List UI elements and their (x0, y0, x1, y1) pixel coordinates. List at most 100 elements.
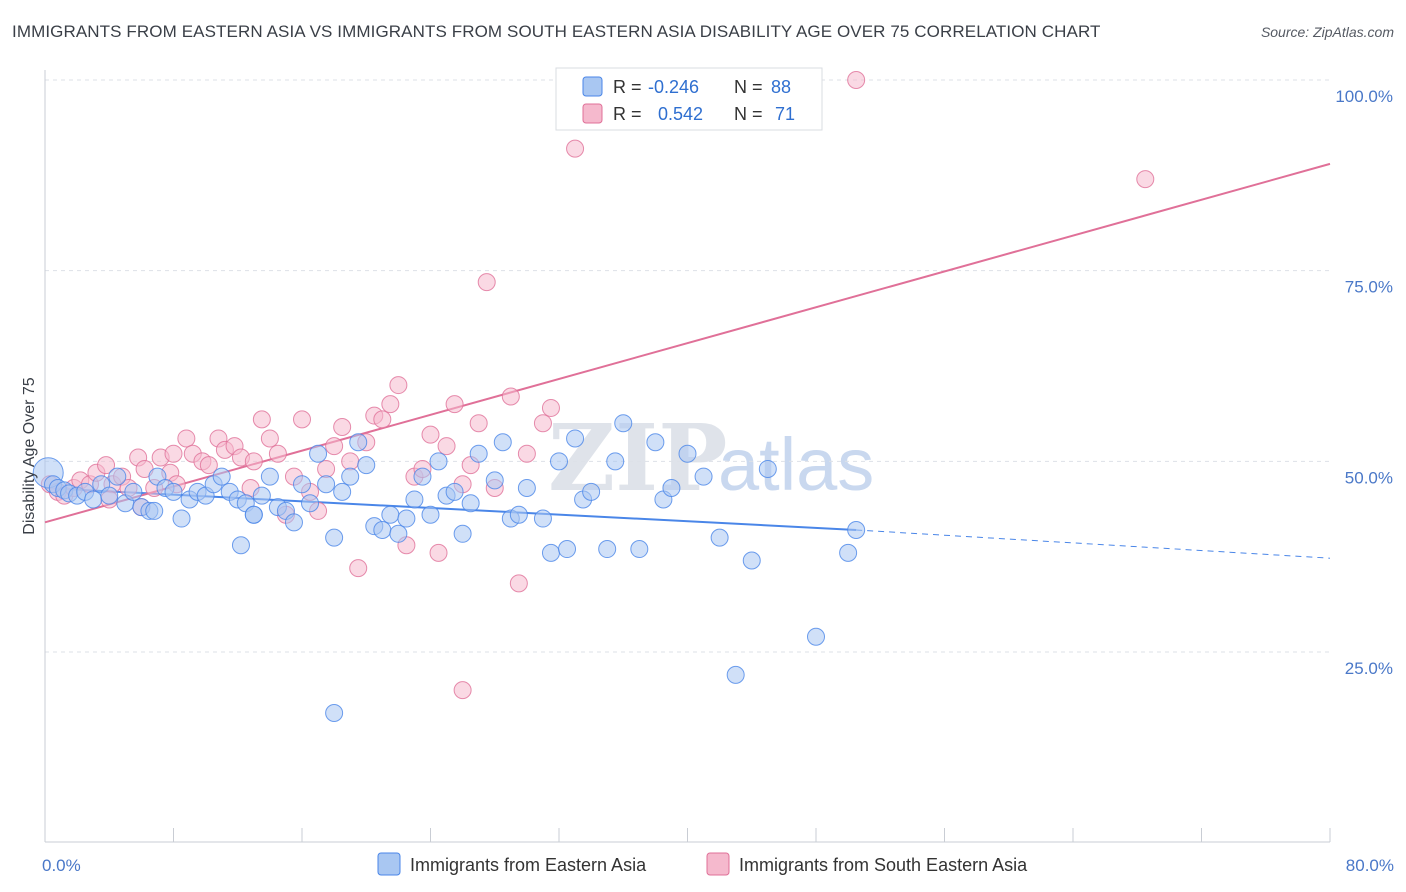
point-south-eastern-asia (566, 139, 585, 158)
point-eastern-asia (566, 429, 585, 448)
x-tick-label: 0.0% (42, 856, 81, 875)
legend-r-value-1: -0.246 (648, 77, 699, 97)
point-eastern-asia (164, 482, 183, 501)
point-south-eastern-asia (260, 429, 279, 448)
point-south-eastern-asia (389, 376, 408, 395)
data-points (32, 71, 1155, 723)
legend-n-label-1: N = (734, 77, 763, 97)
point-eastern-asia (212, 467, 231, 486)
point-eastern-asia (662, 479, 681, 498)
point-eastern-asia (341, 467, 360, 486)
grid (45, 79, 1330, 653)
point-south-eastern-asia (317, 459, 336, 478)
point-eastern-asia (108, 467, 127, 486)
point-eastern-asia (172, 509, 191, 528)
point-eastern-asia (710, 528, 729, 547)
bottom-legend-label-2: Immigrants from South Eastern Asia (739, 855, 1028, 875)
point-south-eastern-asia (1136, 170, 1155, 189)
point-eastern-asia (453, 524, 472, 543)
point-south-eastern-asia (847, 71, 866, 89)
point-eastern-asia (260, 467, 279, 486)
x-tick-label: 80.0% (1346, 856, 1394, 875)
trend-line-eastern-asia-extension (856, 529, 1331, 559)
point-eastern-asia (244, 505, 263, 524)
point-eastern-asia (325, 528, 344, 547)
point-eastern-asia (461, 494, 480, 513)
legend-r-value-2: 0.542 (658, 104, 703, 124)
legend-swatch-blue (582, 76, 603, 97)
point-eastern-asia (333, 482, 352, 501)
point-eastern-asia (421, 505, 440, 524)
chart-source: Source: ZipAtlas.com (1260, 24, 1394, 40)
point-eastern-asia (231, 536, 250, 555)
point-south-eastern-asia (437, 437, 456, 456)
point-eastern-asia (349, 433, 368, 452)
point-eastern-asia (293, 475, 311, 494)
point-eastern-asia (389, 524, 408, 543)
point-south-eastern-asia (429, 543, 448, 562)
y-axis-label: Disability Age Over 75 (21, 377, 38, 535)
point-south-eastern-asia (341, 452, 360, 471)
point-eastern-asia (100, 486, 119, 505)
point-south-eastern-asia (381, 395, 400, 414)
point-eastern-asia (357, 456, 376, 475)
point-south-eastern-asia (541, 398, 560, 417)
point-eastern-asia (678, 444, 697, 463)
point-south-eastern-asia (268, 444, 287, 463)
bottom-legend-swatch-pink (706, 852, 730, 876)
point-eastern-asia (598, 540, 617, 559)
point-south-eastern-asia (244, 452, 263, 471)
point-eastern-asia (445, 482, 464, 501)
legend-r-label-1: R = (613, 77, 642, 97)
point-south-eastern-asia (501, 387, 520, 406)
point-eastern-asia (550, 452, 568, 471)
point-eastern-asia (694, 467, 713, 486)
point-south-eastern-asia (97, 456, 116, 475)
point-eastern-asia (301, 494, 320, 513)
point-eastern-asia (381, 505, 400, 524)
point-eastern-asia (807, 627, 825, 646)
point-eastern-asia (284, 513, 303, 532)
point-south-eastern-asia (252, 410, 271, 429)
point-eastern-asia (252, 486, 271, 505)
point-eastern-asia (309, 444, 328, 463)
point-eastern-asia (485, 471, 504, 490)
point-south-eastern-asia (349, 559, 368, 578)
legend-n-value-2: 71 (775, 104, 795, 124)
y-tick-label: 100.0% (1335, 87, 1393, 106)
point-south-eastern-asia (333, 418, 352, 437)
axes: 25.0% 50.0% 75.0% 100.0% 0.0% 80.0% (42, 70, 1394, 875)
point-south-eastern-asia (469, 414, 488, 433)
point-eastern-asia (373, 520, 392, 539)
point-eastern-asia (325, 704, 344, 723)
point-eastern-asia (429, 452, 448, 471)
point-eastern-asia (839, 543, 858, 562)
point-south-eastern-asia (373, 410, 392, 429)
point-eastern-asia (397, 509, 416, 528)
point-eastern-asia (84, 490, 103, 509)
point-south-eastern-asia (509, 574, 528, 593)
watermark-atlas: atlas (718, 423, 874, 506)
point-eastern-asia (847, 520, 866, 539)
point-eastern-asia (405, 490, 424, 509)
point-eastern-asia (145, 501, 164, 520)
y-axis-label-group: Disability Age Over 75 (21, 377, 38, 535)
point-eastern-asia (317, 475, 336, 494)
point-south-eastern-asia (477, 273, 496, 292)
legend-n-value-1: 88 (771, 77, 791, 97)
point-eastern-asia (493, 433, 512, 452)
chart-title: IMMIGRANTS FROM EASTERN ASIA VS IMMIGRAN… (12, 22, 1101, 41)
point-south-eastern-asia (517, 444, 536, 463)
point-eastern-asia (509, 505, 528, 524)
point-eastern-asia (758, 459, 777, 478)
point-south-eastern-asia (453, 681, 472, 700)
bottom-legend-label-1: Immigrants from Eastern Asia (410, 855, 647, 875)
point-eastern-asia (558, 540, 577, 559)
point-eastern-asia (614, 414, 633, 433)
point-south-eastern-asia (199, 456, 218, 475)
point-south-eastern-asia (177, 429, 196, 448)
point-eastern-asia (469, 444, 488, 463)
bottom-legend: Immigrants from Eastern Asia Immigrants … (377, 852, 1028, 876)
point-south-eastern-asia (533, 414, 552, 433)
